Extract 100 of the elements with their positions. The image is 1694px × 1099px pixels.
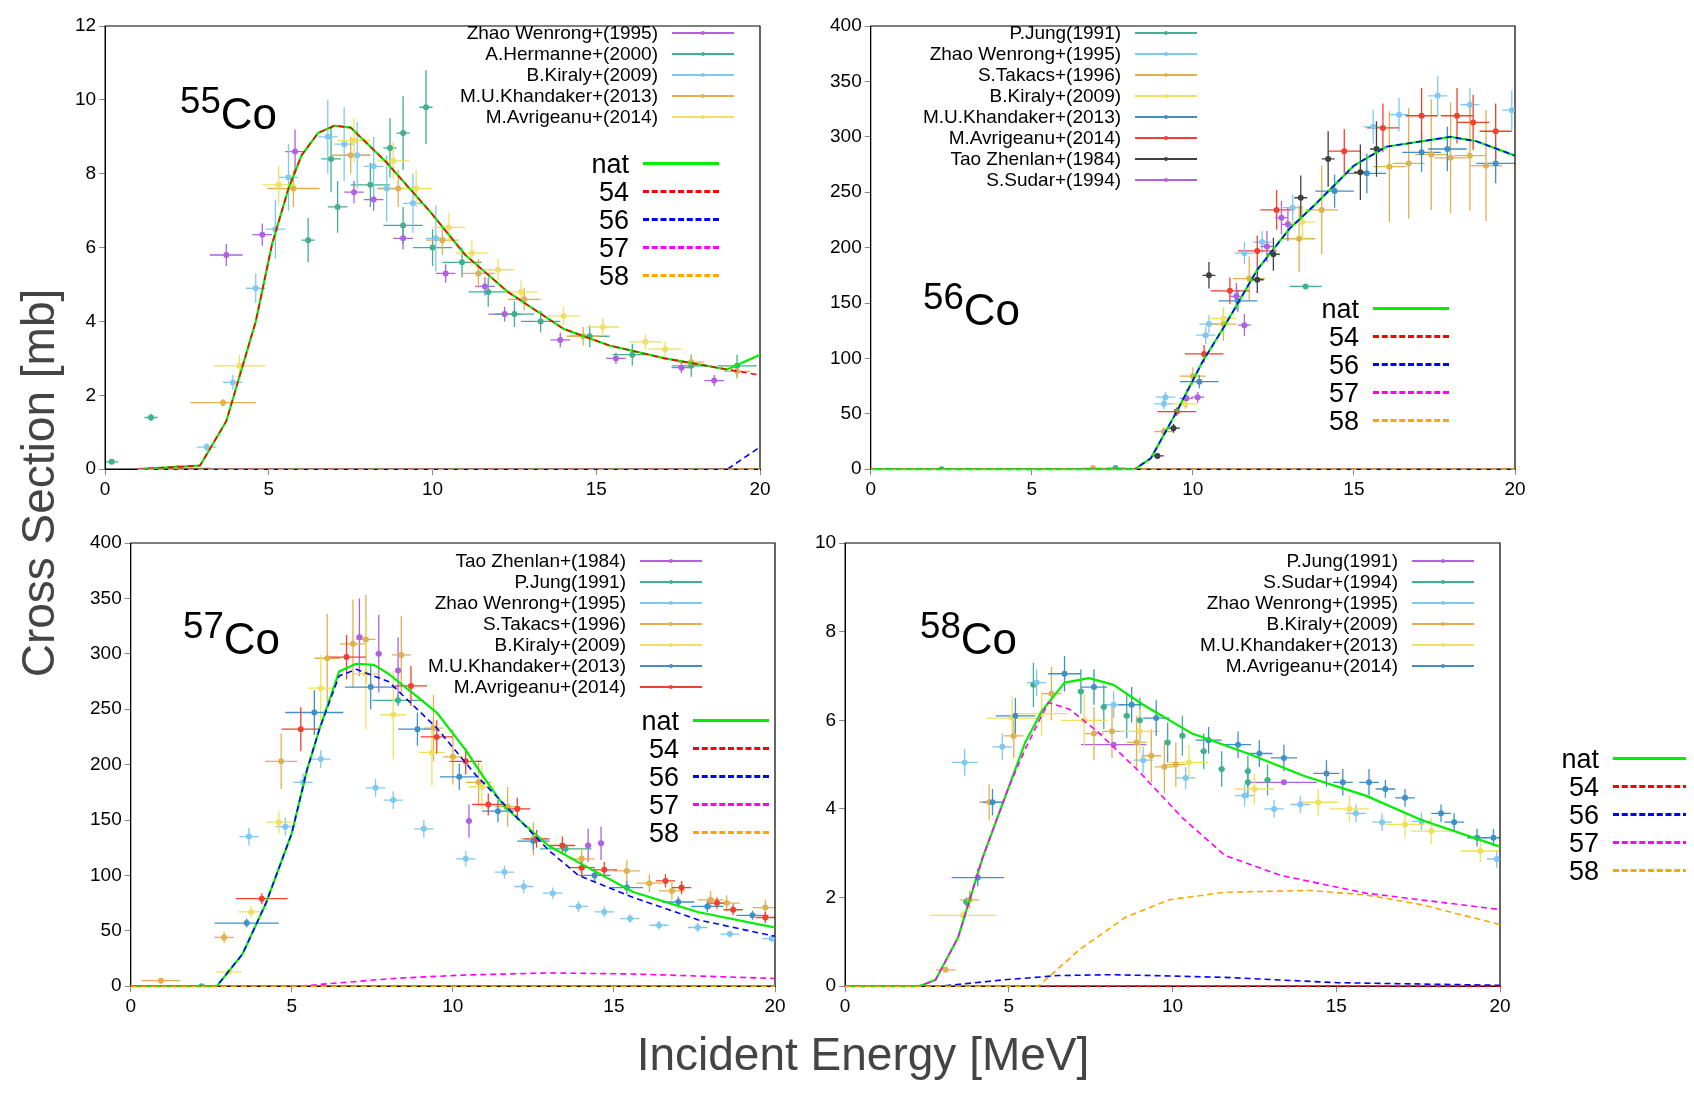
legend-label: Tao Zhenlan+(1984): [950, 148, 1122, 169]
y-tick-label: 8: [85, 161, 97, 183]
y-tick-label: 150: [90, 808, 122, 830]
text: $^{58}$Co: [920, 605, 1018, 664]
y-tick-label: 100: [830, 346, 862, 368]
legend-label: 57: [1568, 828, 1599, 858]
text: $^{56}$Co: [923, 276, 1021, 335]
legend-label: Zhao Wenrong+(1995): [466, 22, 658, 43]
legend-label: 58: [1568, 856, 1599, 886]
legend-label: P.Jung(1991): [1009, 22, 1122, 43]
y-tick-label: 8: [825, 619, 837, 641]
y-tick-label: 6: [85, 235, 97, 257]
y-tick-label: 200: [830, 235, 862, 257]
legend-label: 54: [1568, 772, 1599, 802]
legend-label: M.Avrigeanu+(2014): [485, 106, 658, 127]
y-tick-label: 0: [111, 974, 122, 996]
x-tick-label: 20: [749, 477, 771, 499]
legend-label: S.Takacs+(1996): [482, 613, 626, 634]
legend-label: 57: [1328, 378, 1359, 408]
y-tick-label: 4: [825, 797, 837, 819]
legend-label: S.Sudar+(1994): [1263, 571, 1398, 592]
legend-label: P.Jung(1991): [514, 571, 626, 592]
legend-label: A.Hermanne+(2000): [485, 43, 658, 64]
x-tick-label: 15: [1325, 994, 1347, 1016]
y-tick-label: 0: [851, 457, 862, 479]
x-tick-label: 0: [865, 477, 876, 499]
legend-label: 58: [648, 818, 679, 848]
x-tick-label: 20: [1489, 994, 1511, 1016]
legend-label: 56: [598, 205, 629, 235]
x-tick-label: 15: [585, 477, 607, 499]
legend-label: 54: [1328, 322, 1359, 352]
y-tick-label: 2: [85, 383, 97, 405]
legend-label: S.Takacs+(1996): [977, 64, 1122, 85]
y-tick-label: 400: [830, 14, 862, 36]
legend-label: M.Avrigeanu+(2014): [453, 676, 626, 697]
x-tick-label: 10: [422, 477, 444, 499]
legend-label: 54: [648, 734, 679, 764]
legend-label: M.U.Khandaker+(2013): [427, 655, 626, 676]
y-tick-label: 6: [825, 708, 837, 730]
y-tick-label: 300: [830, 125, 862, 147]
x-tick-label: 5: [1026, 477, 1038, 499]
legend-label: B.Kiraly+(2009): [989, 85, 1122, 106]
y-tick-label: 12: [74, 14, 97, 36]
x-tick-label: 5: [286, 994, 298, 1016]
text: $^{55}$Co: [180, 80, 278, 139]
text: $^{57}$Co: [183, 605, 281, 664]
legend-label: M.U.Khandaker+(2013): [923, 106, 1122, 127]
x-tick-label: 5: [263, 477, 275, 499]
legend-label: nat: [1561, 744, 1599, 774]
legend-label: 58: [1328, 406, 1359, 436]
legend-label: nat: [641, 706, 679, 736]
legend-label: 56: [1568, 800, 1599, 830]
legend-label: P.Jung(1991): [1286, 550, 1398, 571]
y-tick-label: 50: [100, 919, 122, 941]
legend-label: 57: [648, 790, 679, 820]
x-tick-label: 20: [764, 994, 786, 1016]
y-tick-label: 50: [840, 402, 862, 424]
legend-label: 56: [1328, 350, 1359, 380]
x-tick-label: 15: [1343, 477, 1365, 499]
legend-label: Zhao Wenrong+(1995): [434, 592, 626, 613]
legend-label: Tao Zhenlan+(1984): [455, 550, 626, 571]
x-tick-label: 10: [1162, 994, 1184, 1016]
y-tick-label: 150: [830, 291, 862, 313]
legend-label: S.Sudar+(1994): [986, 169, 1122, 190]
legend-label: M.U.Khandaker+(2013): [459, 85, 658, 106]
legend-label: M.Avrigeanu+(2014): [948, 127, 1122, 148]
y-tick-label: 250: [90, 697, 122, 719]
legend-label: 58: [598, 261, 629, 291]
y-tick-label: 250: [830, 180, 862, 202]
y-tick-label: 400: [90, 531, 122, 553]
x-tick-label: 10: [442, 994, 464, 1016]
y-tick-label: 0: [85, 457, 97, 479]
legend-label: 54: [598, 177, 629, 207]
legend-label: 56: [648, 762, 679, 792]
y-tick-label: 10: [74, 88, 97, 110]
y-tick-label: 0: [825, 974, 837, 996]
legend-label: nat: [1321, 294, 1359, 324]
legend-label: M.Avrigeanu+(2014): [1225, 655, 1398, 676]
y-axis-title: Cross Section [mb]: [11, 287, 65, 680]
x-tick-label: 15: [603, 994, 625, 1016]
legend-label: 57: [598, 233, 629, 263]
x-tick-label: 10: [1182, 477, 1204, 499]
y-tick-label: 2: [825, 885, 837, 907]
y-tick-label: 350: [90, 586, 122, 608]
y-tick-label: 100: [90, 863, 122, 885]
legend-label: B.Kiraly+(2009): [526, 64, 658, 85]
y-tick-label: 300: [90, 642, 122, 664]
x-axis-title: Incident Energy [MeV]: [635, 1027, 1091, 1082]
x-tick-label: 20: [1504, 477, 1526, 499]
x-tick-label: 5: [1003, 994, 1015, 1016]
legend-label: B.Kiraly+(2009): [494, 634, 626, 655]
legend-label: Zhao Wenrong+(1995): [929, 43, 1122, 64]
legend-label: nat: [591, 149, 629, 179]
y-tick-label: 10: [814, 531, 837, 553]
y-tick-label: 200: [90, 752, 122, 774]
y-tick-label: 4: [85, 309, 97, 331]
legend-label: M.U.Khandaker+(2013): [1199, 634, 1398, 655]
legend-label: B.Kiraly+(2009): [1266, 613, 1398, 634]
x-tick-label: 0: [125, 994, 136, 1016]
legend-label: Zhao Wenrong+(1995): [1206, 592, 1398, 613]
